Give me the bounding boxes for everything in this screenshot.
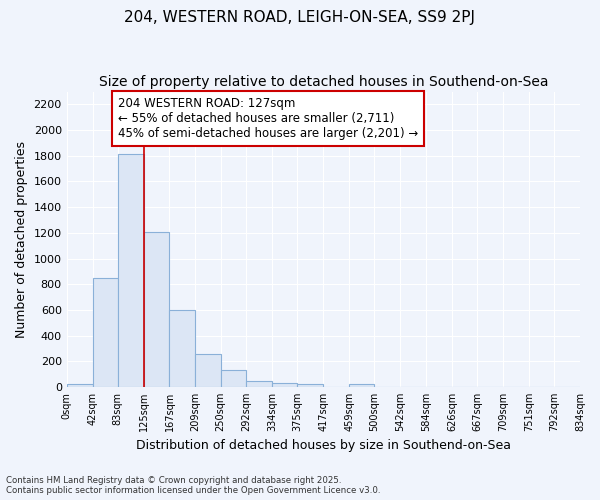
Bar xyxy=(247,381,272,387)
Bar xyxy=(298,384,323,387)
Bar xyxy=(169,310,196,387)
Text: 204 WESTERN ROAD: 127sqm
← 55% of detached houses are smaller (2,711)
45% of sem: 204 WESTERN ROAD: 127sqm ← 55% of detach… xyxy=(118,96,418,140)
Bar xyxy=(67,384,92,387)
X-axis label: Distribution of detached houses by size in Southend-on-Sea: Distribution of detached houses by size … xyxy=(136,440,511,452)
Text: Contains HM Land Registry data © Crown copyright and database right 2025.
Contai: Contains HM Land Registry data © Crown c… xyxy=(6,476,380,495)
Title: Size of property relative to detached houses in Southend-on-Sea: Size of property relative to detached ho… xyxy=(98,75,548,89)
Bar xyxy=(92,278,118,387)
Y-axis label: Number of detached properties: Number of detached properties xyxy=(15,140,28,338)
Bar xyxy=(118,154,143,387)
Bar xyxy=(349,384,374,387)
Text: 204, WESTERN ROAD, LEIGH-ON-SEA, SS9 2PJ: 204, WESTERN ROAD, LEIGH-ON-SEA, SS9 2PJ xyxy=(125,10,476,25)
Bar xyxy=(143,232,169,387)
Bar xyxy=(272,383,298,387)
Bar xyxy=(221,370,247,387)
Bar xyxy=(196,354,221,387)
